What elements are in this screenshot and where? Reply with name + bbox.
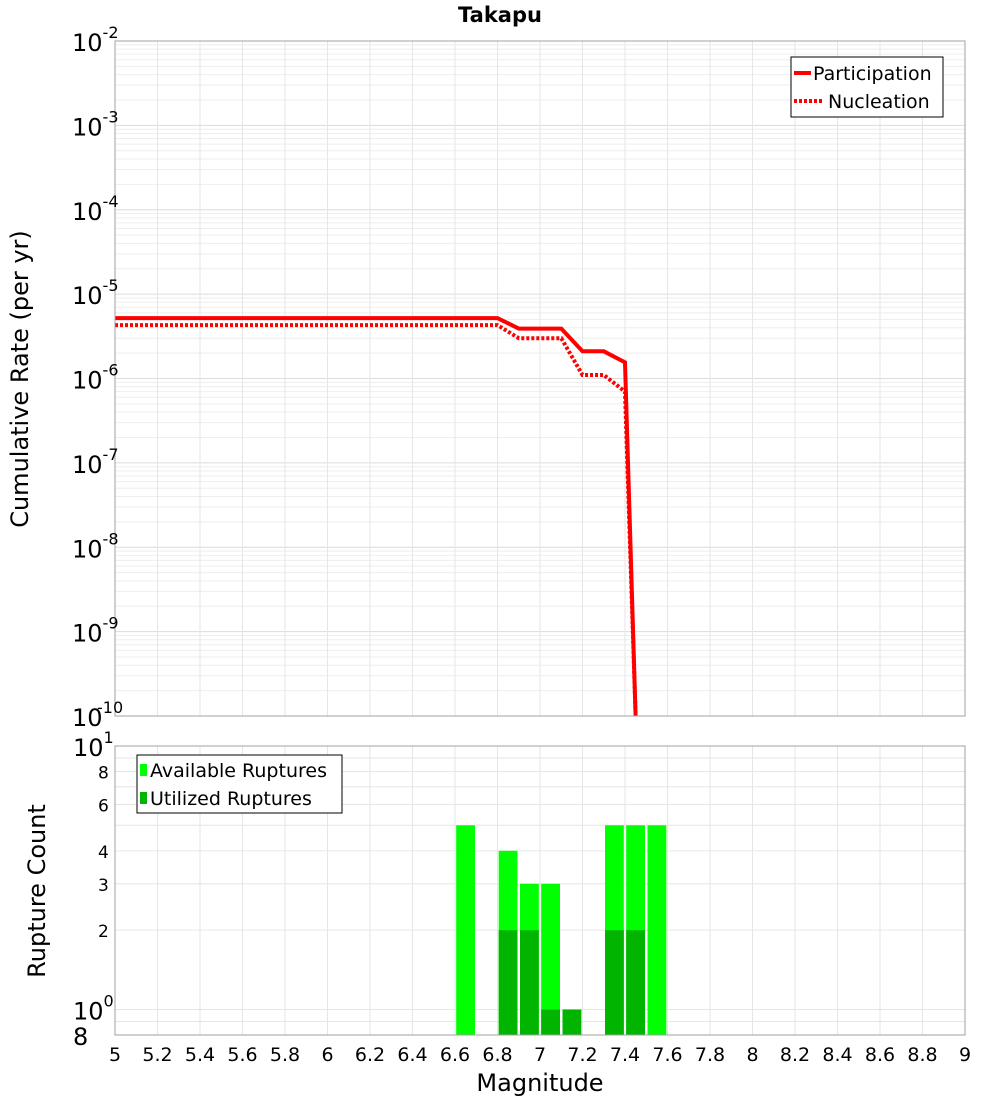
nucleation-line (115, 323, 638, 717)
utilized-rupture-bar (605, 930, 624, 1035)
x-tick-label: 7 (534, 1044, 546, 1066)
x-tick-label: 8.4 (822, 1044, 852, 1066)
rate-y-tick-base-remnant: 10 (72, 704, 103, 732)
count-y-tick-label: 4 (98, 843, 109, 863)
count-y-axis-label: Rupture Count (23, 804, 51, 978)
rate-y-tick-label: 10-7 (72, 445, 119, 479)
rate-y-tick-label: 10-8 (72, 529, 119, 563)
count-y-tick-label: 2 (98, 922, 109, 942)
available-rupture-bar (647, 825, 667, 1035)
rate-plot-grid (114, 41, 966, 717)
x-tick-label: 7.6 (652, 1044, 682, 1066)
nucleation-legend-label: Nucleation (828, 91, 930, 113)
rate-y-tick-label: 10-9 (72, 614, 119, 648)
count-y-tick-label: 8 (98, 764, 109, 784)
count-plot-frame (114, 745, 966, 1036)
count-y-tick-label: 101 (73, 728, 114, 762)
rate-y-tick-label: 10-5 (72, 276, 119, 310)
utilized-legend-label: Utilized Ruptures (150, 788, 312, 810)
utilized-rupture-bar (562, 1009, 582, 1035)
count-y-tick-label: 6 (98, 796, 109, 816)
x-tick-label: 9 (959, 1044, 971, 1066)
x-tick-label: 6 (321, 1044, 333, 1066)
x-tick-label: 6.2 (355, 1044, 385, 1066)
x-tick-label: 7.4 (610, 1044, 640, 1066)
x-tick-label: 5.6 (227, 1044, 257, 1066)
rate-y-tick-label: 10-4 (72, 192, 119, 226)
x-tick-label: 8.6 (865, 1044, 895, 1066)
x-tick-label: 8.8 (907, 1044, 937, 1066)
count-plot-bars (456, 825, 667, 1035)
available-legend-swatch (140, 764, 147, 776)
count-y-tick-label: 100 (73, 991, 114, 1025)
x-tick-label: 5 (109, 1044, 121, 1066)
x-tick-label: 7.2 (567, 1044, 597, 1066)
x-tick-label: 6.8 (482, 1044, 512, 1066)
rate-legend: Participation Nucleation (790, 56, 944, 118)
rate-y-axis-label: Cumulative Rate (per yr) (6, 230, 34, 528)
available-legend-label: Available Ruptures (150, 760, 327, 782)
rate-y-tick-label: -10 (97, 698, 123, 717)
count-legend: Available Ruptures Utilized Ruptures (136, 754, 343, 814)
x-tick-label: 5.4 (185, 1044, 215, 1066)
chart-title: Takapu (458, 3, 542, 27)
x-tick-label: 6.4 (397, 1044, 427, 1066)
participation-line (115, 316, 638, 717)
participation-legend-label: Participation (813, 63, 932, 85)
x-axis-label: Magnitude (476, 1069, 603, 1097)
utilized-rupture-bar (520, 930, 539, 1035)
count-y-tick-label: 8 (73, 1023, 88, 1051)
x-tick-label: 7.8 (695, 1044, 725, 1066)
rate-plot-frame (114, 40, 966, 717)
count-y-tick-label: 3 (98, 876, 109, 896)
available-rupture-bar (456, 825, 475, 1035)
utilized-legend-swatch (140, 792, 147, 804)
x-tick-label: 6.6 (440, 1044, 470, 1066)
rate-legend-box (790, 56, 944, 118)
x-tick-label: 8 (746, 1044, 758, 1066)
rate-plot-series (115, 316, 638, 717)
rate-y-tick-label: 10-6 (72, 361, 119, 395)
utilized-rupture-bar (498, 930, 518, 1035)
available-rupture-bar (541, 883, 560, 1035)
x-tick-label: 5.8 (270, 1044, 300, 1066)
x-tick-label: 5.2 (142, 1044, 172, 1066)
count-legend-box (136, 754, 343, 814)
x-axis-ticks: 5 5.2 5.4 5.6 5.8 6 6.2 6.4 6.6 6.8 7 7.2 7.4 7.6 7.8 8… (109, 1044, 971, 1066)
utilized-rupture-bar (626, 930, 645, 1035)
rate-y-tick-label: 10-2 (72, 23, 119, 57)
x-tick-label: 8.2 (780, 1044, 810, 1066)
rate-y-tick-label: 10-3 (72, 107, 119, 141)
utilized-rupture-bar (541, 1009, 560, 1035)
